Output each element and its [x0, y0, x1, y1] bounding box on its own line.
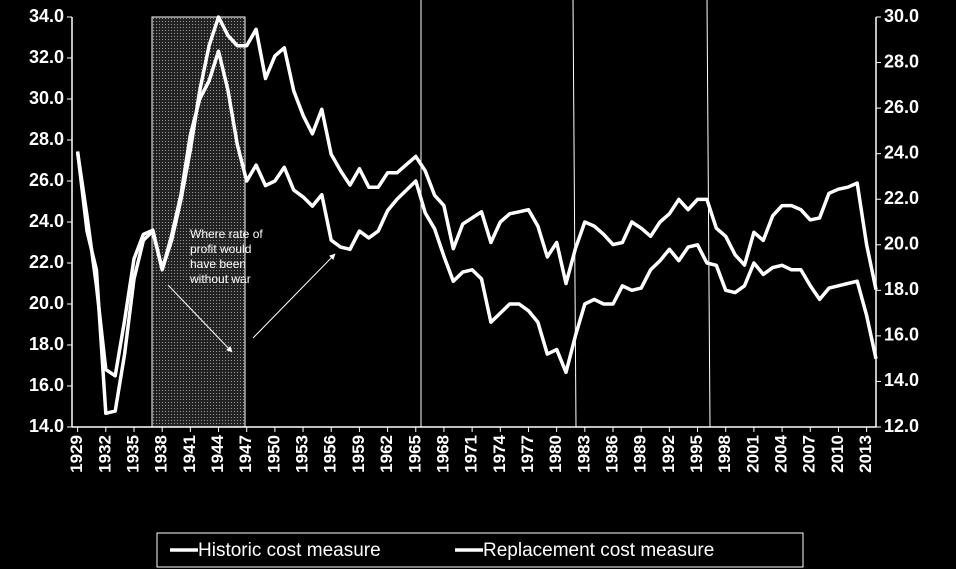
legend-label: Historic cost measure: [198, 540, 381, 561]
y-tick-label: 32.0: [29, 47, 64, 67]
marker-line: [706, 0, 711, 428]
x-tick-label: 2001: [743, 435, 762, 473]
annotation: Where rate of: [190, 227, 263, 241]
y-tick-label: 20.0: [29, 293, 64, 313]
legend-label: Replacement cost measure: [483, 540, 714, 561]
x-tick-label: 1989: [631, 435, 650, 473]
x-tick-label: 1977: [518, 435, 537, 473]
x-tick-label: 1959: [349, 435, 368, 473]
y-tick-label: 26.0: [29, 170, 64, 190]
x-tick-label: 1941: [180, 435, 199, 473]
x-tick-label: 2013: [856, 435, 875, 473]
y2-tick-label: 22.0: [884, 188, 919, 208]
x-tick-label: 1992: [659, 435, 678, 473]
x-tick-label: 1932: [95, 435, 114, 473]
x-tick-label: 1965: [405, 435, 424, 473]
series-line: [75, 49, 878, 416]
x-tick-label: 1998: [715, 435, 734, 473]
x-tick-label: 1986: [602, 435, 621, 473]
y-tick-label: 16.0: [29, 375, 64, 395]
x-tick-label: 1983: [574, 435, 593, 473]
x-tick-label: 1962: [377, 435, 396, 473]
y2-tick-label: 16.0: [884, 325, 919, 345]
y2-tick-label: 24.0: [884, 142, 919, 162]
x-tick-label: 1938: [152, 435, 171, 473]
x-tick-label: 1971: [462, 435, 481, 473]
y2-tick-label: 12.0: [884, 416, 919, 436]
y-tick-label: 34.0: [29, 6, 64, 26]
x-tick-label: 1956: [321, 435, 340, 473]
x-tick-label: 1953: [293, 435, 312, 473]
x-tick-label: 1995: [687, 435, 706, 473]
y-tick-label: 22.0: [29, 252, 64, 272]
x-tick-label: 2010: [828, 435, 847, 473]
x-tick-label: 1944: [208, 434, 227, 472]
y-tick-label: 24.0: [29, 211, 64, 231]
annotation: without war: [189, 272, 251, 286]
x-tick-label: 2004: [772, 434, 791, 472]
y-tick-label: 30.0: [29, 88, 64, 108]
y2-tick-label: 28.0: [884, 51, 919, 71]
marker-line: [572, 0, 577, 428]
y-tick-label: 28.0: [29, 129, 64, 149]
y-tick-label: 18.0: [29, 334, 64, 354]
x-tick-label: 1950: [264, 435, 283, 473]
y2-tick-label: 14.0: [884, 370, 919, 390]
x-tick-label: 1980: [546, 435, 565, 473]
x-tick-label: 1929: [67, 435, 86, 473]
series-line: [75, 15, 878, 378]
x-tick-label: 1974: [490, 434, 509, 472]
x-tick-label: 1947: [236, 435, 255, 473]
annotation: have been: [190, 257, 246, 271]
y2-tick-label: 30.0: [884, 6, 919, 26]
arrow: [252, 253, 336, 339]
x-tick-label: 1968: [433, 435, 452, 473]
arrow: [167, 284, 233, 353]
annotation: profit would: [190, 242, 251, 256]
x-tick-label: 1935: [123, 435, 142, 473]
y2-tick-label: 20.0: [884, 234, 919, 254]
x-tick-label: 2007: [800, 435, 819, 473]
war-period-box: [151, 16, 246, 428]
y-tick-label: 14.0: [29, 416, 64, 436]
y2-tick-label: 26.0: [884, 97, 919, 117]
y2-tick-label: 18.0: [884, 279, 919, 299]
